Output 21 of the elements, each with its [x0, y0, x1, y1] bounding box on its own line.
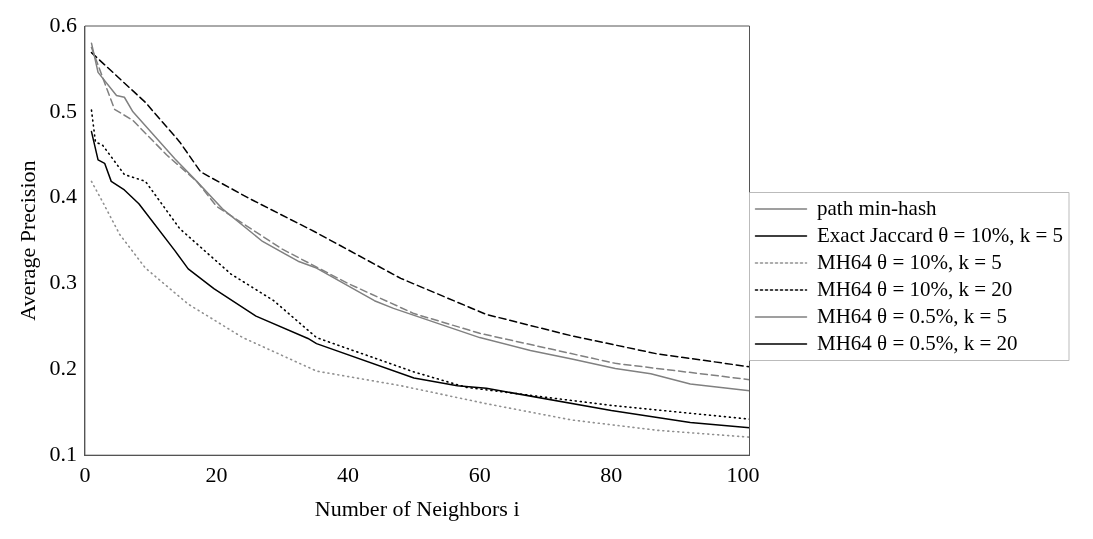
- y-tick-label: 0.6: [49, 11, 77, 37]
- legend-label: Exact Jaccard θ = 10%, k = 5: [817, 222, 1064, 247]
- y-axis-title: Average Precision: [14, 160, 40, 321]
- x-tick-label: 20: [205, 462, 228, 488]
- x-tick-label: 100: [726, 462, 760, 488]
- legend-label: MH64 θ = 10%, k = 5: [817, 249, 1002, 274]
- legend-label: MH64 θ = 0.5%, k = 20: [817, 330, 1018, 355]
- line-series: [90, 180, 750, 438]
- x-tick-label: 40: [337, 462, 360, 488]
- x-tick-label: 60: [468, 462, 491, 488]
- y-tick-label: 0.3: [49, 269, 77, 295]
- y-tick-label: 0.4: [49, 183, 77, 209]
- legend-label: path min-hash: [817, 195, 938, 220]
- legend-label: MH64 θ = 10%, k = 20: [817, 276, 1013, 301]
- x-axis-title: Number of Neighbors i: [314, 495, 520, 521]
- x-tick-label: 80: [600, 462, 623, 488]
- y-tick-label: 0.5: [49, 97, 77, 123]
- legend-label: MH64 θ = 0.5%, k = 5: [817, 303, 1008, 328]
- x-tick-label: 0: [79, 462, 91, 488]
- y-tick-label: 0.2: [49, 355, 77, 381]
- y-tick-label: 0.1: [49, 440, 77, 466]
